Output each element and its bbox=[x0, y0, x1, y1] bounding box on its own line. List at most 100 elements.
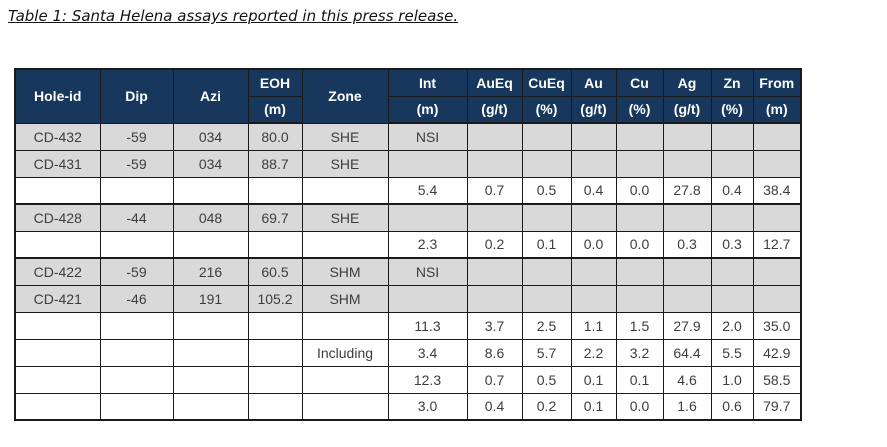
cell-r7-zone: SHM bbox=[301, 284, 389, 313]
cell-r7-ag bbox=[662, 284, 712, 313]
cell-r1-cueq bbox=[521, 122, 572, 151]
cell-r2-azi: 034 bbox=[172, 149, 249, 178]
col-unit-aueq: (g/t) bbox=[466, 95, 523, 124]
cell-r4-from bbox=[752, 203, 802, 232]
cell-r2-from bbox=[752, 149, 802, 178]
cell-r10-aueq: 0.7 bbox=[466, 365, 523, 394]
cell-r8-azi bbox=[172, 311, 249, 340]
cell-r11-hole-id bbox=[14, 392, 101, 421]
cell-r11-zone bbox=[301, 392, 389, 421]
cell-r10-cueq: 0.5 bbox=[521, 365, 572, 394]
cell-r4-zn bbox=[710, 203, 754, 232]
table-row: Including 3.4 8.6 5.7 2.2 3.2 64.4 5.5 42.9 bbox=[14, 338, 802, 367]
col-header-aueq: AuEq bbox=[466, 68, 523, 97]
cell-r9-cu: 3.2 bbox=[615, 338, 664, 367]
cell-r6-au bbox=[570, 257, 617, 286]
col-unit-ag: (g/t) bbox=[662, 95, 712, 124]
cell-r7-zn bbox=[710, 284, 754, 313]
cell-r11-eoh bbox=[247, 392, 303, 421]
table-row: 2.3 0.2 0.1 0.0 0.0 0.3 0.3 12.7 bbox=[14, 230, 802, 259]
table-row: 5.4 0.7 0.5 0.4 0.0 27.8 0.4 38.4 bbox=[14, 176, 802, 205]
cell-r1-dip: -59 bbox=[99, 122, 174, 151]
cell-r8-cueq: 2.5 bbox=[521, 311, 572, 340]
col-header-azi: Azi bbox=[172, 68, 249, 124]
cell-r5-azi bbox=[172, 230, 249, 259]
cell-r10-dip bbox=[99, 365, 174, 394]
table-row: 11.3 3.7 2.5 1.1 1.5 27.9 2.0 35.0 bbox=[14, 311, 802, 340]
cell-r7-azi: 191 bbox=[172, 284, 249, 313]
cell-r6-ag bbox=[662, 257, 712, 286]
cell-r4-au bbox=[570, 203, 617, 232]
cell-r4-ag bbox=[662, 203, 712, 232]
cell-r8-aueq: 3.7 bbox=[466, 311, 523, 340]
cell-r8-dip bbox=[99, 311, 174, 340]
cell-r8-int: 11.3 bbox=[387, 311, 468, 340]
cell-r1-aueq bbox=[466, 122, 523, 151]
cell-r4-eoh: 69.7 bbox=[247, 203, 303, 232]
cell-r3-hole-id bbox=[14, 176, 101, 205]
col-header-eoh: EOH bbox=[247, 68, 303, 97]
cell-r3-aueq: 0.7 bbox=[466, 176, 523, 205]
col-header-zone: Zone bbox=[301, 68, 389, 124]
cell-r6-azi: 216 bbox=[172, 257, 249, 286]
cell-r3-ag: 27.8 bbox=[662, 176, 712, 205]
cell-r9-from: 42.9 bbox=[752, 338, 802, 367]
cell-r3-cueq: 0.5 bbox=[521, 176, 572, 205]
col-header-zn: Zn bbox=[710, 68, 754, 97]
cell-r6-dip: -59 bbox=[99, 257, 174, 286]
cell-r7-aueq bbox=[466, 284, 523, 313]
cell-r9-aueq: 8.6 bbox=[466, 338, 523, 367]
cell-r10-au: 0.1 bbox=[570, 365, 617, 394]
cell-r4-hole-id: CD-428 bbox=[14, 203, 101, 232]
cell-r8-eoh bbox=[247, 311, 303, 340]
col-unit-cu: (%) bbox=[615, 95, 664, 124]
cell-r1-zn bbox=[710, 122, 754, 151]
cell-r6-cueq bbox=[521, 257, 572, 286]
cell-r3-eoh bbox=[247, 176, 303, 205]
cell-r9-dip bbox=[99, 338, 174, 367]
table-caption: Table 1: Santa Helena assays reported in… bbox=[8, 7, 459, 25]
table-row: CD-421 -46 191 105.2 SHM bbox=[14, 284, 802, 313]
cell-r4-zone: SHE bbox=[301, 203, 389, 232]
cell-r10-hole-id bbox=[14, 365, 101, 394]
cell-r10-eoh bbox=[247, 365, 303, 394]
cell-r3-azi bbox=[172, 176, 249, 205]
cell-r2-cueq bbox=[521, 149, 572, 178]
col-unit-from: (m) bbox=[752, 95, 802, 124]
cell-r11-zn: 0.6 bbox=[710, 392, 754, 421]
col-header-cueq: CuEq bbox=[521, 68, 572, 97]
cell-r10-azi bbox=[172, 365, 249, 394]
cell-r1-cu bbox=[615, 122, 664, 151]
col-unit-eoh: (m) bbox=[247, 95, 303, 124]
cell-r9-cueq: 5.7 bbox=[521, 338, 572, 367]
cell-r11-cu: 0.0 bbox=[615, 392, 664, 421]
col-unit-cueq: (%) bbox=[521, 95, 572, 124]
cell-r10-zone bbox=[301, 365, 389, 394]
cell-r7-hole-id: CD-421 bbox=[14, 284, 101, 313]
cell-r10-zn: 1.0 bbox=[710, 365, 754, 394]
cell-r4-int bbox=[387, 203, 468, 232]
col-header-cu: Cu bbox=[615, 68, 664, 97]
cell-r11-aueq: 0.4 bbox=[466, 392, 523, 421]
cell-r6-int: NSI bbox=[387, 257, 468, 286]
col-header-int: Int bbox=[387, 68, 468, 97]
cell-r10-from: 58.5 bbox=[752, 365, 802, 394]
cell-r5-dip bbox=[99, 230, 174, 259]
cell-r4-cueq bbox=[521, 203, 572, 232]
cell-r2-cu bbox=[615, 149, 664, 178]
cell-r9-ag: 64.4 bbox=[662, 338, 712, 367]
col-header-au: Au bbox=[570, 68, 617, 97]
cell-r7-int bbox=[387, 284, 468, 313]
cell-r2-dip: -59 bbox=[99, 149, 174, 178]
cell-r2-aueq bbox=[466, 149, 523, 178]
cell-r8-cu: 1.5 bbox=[615, 311, 664, 340]
cell-r11-au: 0.1 bbox=[570, 392, 617, 421]
cell-r7-from bbox=[752, 284, 802, 313]
cell-r3-zone bbox=[301, 176, 389, 205]
col-header-dip: Dip bbox=[99, 68, 174, 124]
table-row: CD-431 -59 034 88.7 SHE bbox=[14, 149, 802, 178]
assay-table: Hole-id Dip Azi EOH Zone Int AuEq CuEq Au Cu Ag Zn F… bbox=[14, 68, 802, 421]
table-row: CD-422 -59 216 60.5 SHM NSI bbox=[14, 257, 802, 286]
cell-r6-aueq bbox=[466, 257, 523, 286]
cell-r3-cu: 0.0 bbox=[615, 176, 664, 205]
